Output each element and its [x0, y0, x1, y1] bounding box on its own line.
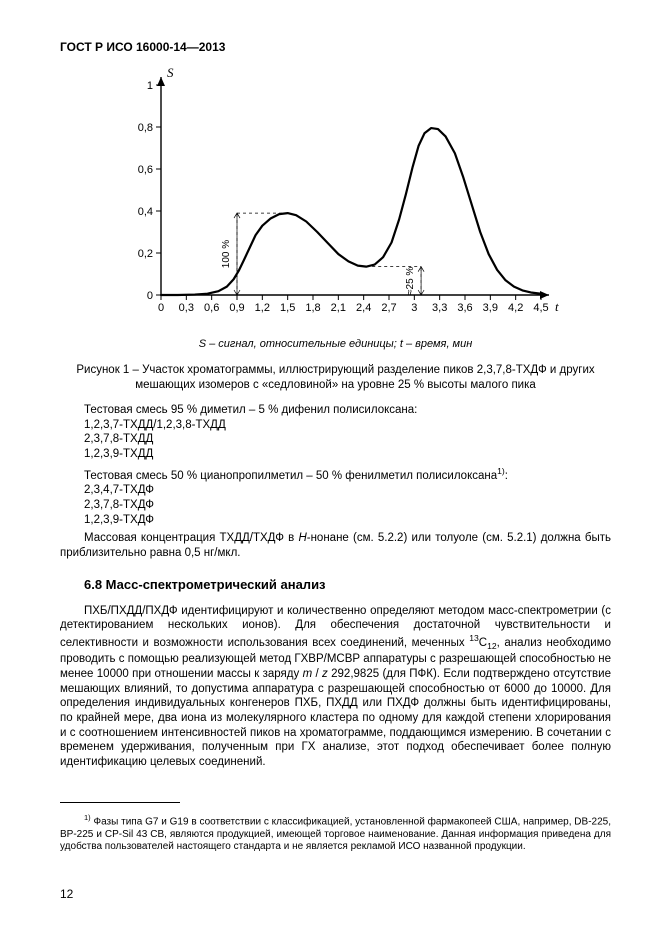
mix2-item-2: 1,2,3,9-ТХДФ — [84, 513, 611, 528]
body-68-post: 292,9825 (для ПФК). Если подтверждено от… — [60, 668, 611, 768]
svg-text:3,3: 3,3 — [432, 302, 447, 314]
svg-text:2,7: 2,7 — [381, 302, 396, 314]
body-68-iso13: 13 — [469, 633, 479, 643]
axis-caption: S – сигнал, относительные единицы; t – в… — [60, 337, 611, 351]
footnote-text: Фазы типа G7 и G19 в соответствии с клас… — [60, 816, 611, 852]
svg-text:3: 3 — [411, 302, 417, 314]
svg-text:2,4: 2,4 — [356, 302, 371, 314]
svg-text:S: S — [167, 65, 174, 80]
svg-text:1,8: 1,8 — [305, 302, 320, 314]
axis-caption-S: S — [199, 338, 206, 350]
body-68-mz-m: m — [303, 668, 313, 680]
mix2-item-1: 2,3,7,8-ТХДФ — [84, 498, 611, 513]
footnote-sup: 1) — [84, 813, 91, 822]
mix1-item-0: 1,2,3,7-ТХДД/1,2,3,8-ТХДД — [84, 418, 611, 433]
svg-text:0,6: 0,6 — [137, 164, 152, 176]
svg-text:1,2: 1,2 — [254, 302, 269, 314]
svg-text:4,5: 4,5 — [533, 302, 548, 314]
svg-text:1,5: 1,5 — [280, 302, 295, 314]
mass-p-pre: Массовая концентрация ТХДД/ТХДФ в — [84, 532, 298, 544]
mix2-intro: Тестовая смесь 50 % цианопропилметил – 5… — [84, 466, 611, 484]
svg-text:4,2: 4,2 — [508, 302, 523, 314]
svg-text:0,9: 0,9 — [229, 302, 244, 314]
svg-text:2,1: 2,1 — [330, 302, 345, 314]
svg-text:0,6: 0,6 — [204, 302, 219, 314]
mix2-block: Тестовая смесь 50 % цианопропилметил – 5… — [84, 466, 611, 528]
chart-container: 0 0,2 0,4 0,6 0,8 1 0 0,3 0,6 0,9 1,2 1,5 1,8 2,1 2,4 2… — [60, 65, 611, 335]
mix2-intro-post: : — [505, 470, 508, 482]
body-68-iso12: 12 — [487, 641, 497, 651]
mix1-item-1: 2,3,7,8-ТХДД — [84, 432, 611, 447]
svg-text:3,6: 3,6 — [457, 302, 472, 314]
svg-text:0: 0 — [146, 290, 152, 302]
mix1-block: Тестовая смесь 95 % диметил – 5 % дифени… — [84, 403, 611, 462]
figure-caption-line2: мешающих изомеров с «седловиной» на уров… — [135, 379, 536, 391]
svg-text:100 %: 100 % — [221, 240, 232, 268]
svg-text:1: 1 — [146, 80, 152, 92]
mix2-item-0: 2,3,4,7-ТХДФ — [84, 483, 611, 498]
svg-text:3,9: 3,9 — [482, 302, 497, 314]
footnote: 1) Фазы типа G7 и G19 в соответствии с к… — [60, 813, 611, 854]
mix1-intro: Тестовая смесь 95 % диметил – 5 % дифени… — [84, 403, 611, 418]
mix2-intro-pre: Тестовая смесь 50 % цианопропилметил – 5… — [84, 470, 497, 482]
body-68-isoC: C — [479, 637, 487, 649]
mass-p-ital: Н — [298, 532, 306, 544]
doc-header: ГОСТ Р ИСО 16000-14—2013 — [60, 40, 611, 55]
svg-text:0: 0 — [157, 302, 163, 314]
axis-caption-mid: – сигнал, относительные единицы; — [206, 338, 400, 350]
svg-text:0,8: 0,8 — [137, 122, 152, 134]
svg-text:0,3: 0,3 — [178, 302, 193, 314]
body-68-mz-sep: / — [312, 668, 322, 680]
page-number: 12 — [60, 887, 73, 902]
svg-text:t: t — [555, 299, 559, 314]
figure-caption: Рисунок 1 – Участок хроматограммы, иллюс… — [68, 363, 603, 392]
section-6-8-heading: 6.8 Масс-спектрометрический анализ — [84, 577, 611, 594]
footnote-separator — [60, 802, 180, 803]
mix1-item-2: 1,2,3,9-ТХДД — [84, 447, 611, 462]
mix2-intro-sup: 1) — [497, 466, 505, 476]
chromatogram-chart: 0 0,2 0,4 0,6 0,8 1 0 0,3 0,6 0,9 1,2 1,5 1,8 2,1 2,4 2… — [101, 65, 571, 335]
figure-caption-line1: Рисунок 1 – Участок хроматограммы, иллюс… — [76, 364, 594, 376]
section-6-8-body: ПХБ/ПХДД/ПХДФ идентифицируют и количеств… — [60, 604, 611, 770]
mass-conc-paragraph: Массовая концентрация ТХДД/ТХДФ в Н-нона… — [60, 531, 611, 560]
svg-text:≈25 %: ≈25 % — [405, 267, 416, 295]
svg-text:0,2: 0,2 — [137, 248, 152, 260]
axis-caption-post: – время, мин — [403, 338, 472, 350]
svg-text:0,4: 0,4 — [137, 206, 152, 218]
